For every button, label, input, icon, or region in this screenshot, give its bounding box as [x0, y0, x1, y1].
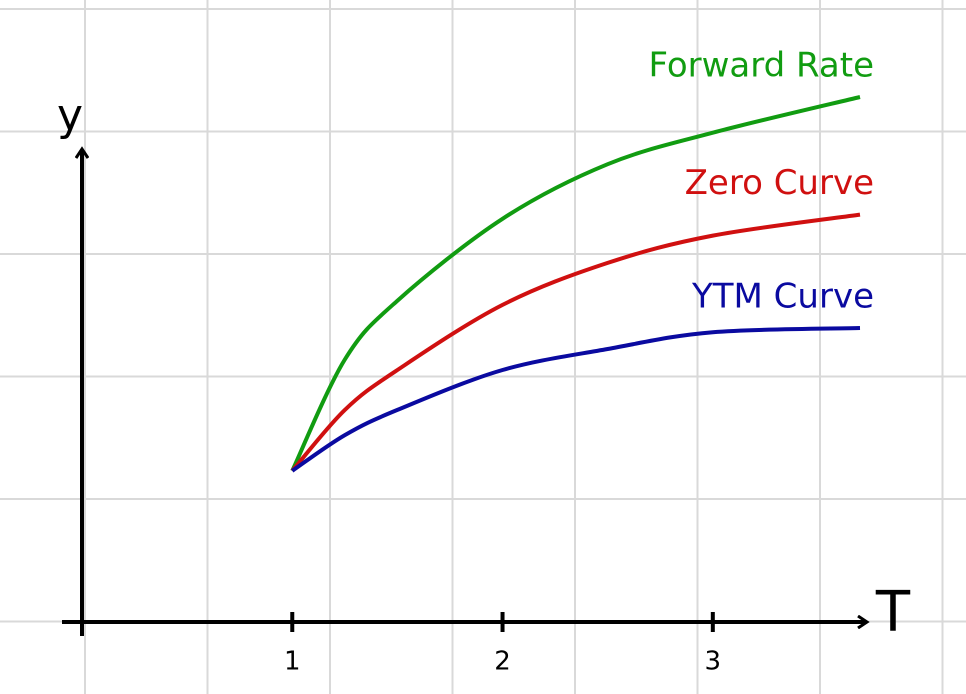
series-label: YTM Curve	[691, 277, 874, 317]
series-label: Forward Rate	[649, 46, 875, 86]
x-tick-label: 3	[705, 647, 722, 677]
series-label: Zero Curve	[685, 163, 874, 203]
x-axis-label: T	[875, 580, 911, 645]
series-line	[290, 95, 861, 472]
x-tick-label: 2	[494, 647, 511, 677]
x-tick-label: 1	[284, 647, 301, 677]
series-line	[291, 326, 861, 473]
series-line	[290, 212, 861, 473]
y-axis-label: y	[57, 90, 83, 141]
